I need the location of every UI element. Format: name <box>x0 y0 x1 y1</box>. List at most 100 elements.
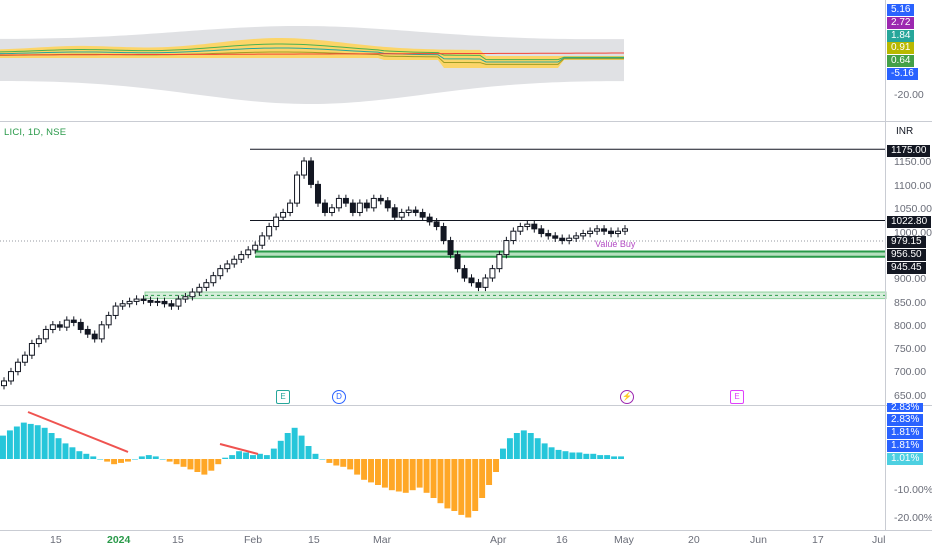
time-label: Mar <box>373 534 392 546</box>
top-tick: -20.00 <box>894 89 924 101</box>
pane-separator[interactable] <box>0 405 932 406</box>
histogram-bar <box>69 447 76 459</box>
candle-body <box>308 160 315 185</box>
indicator-line <box>0 52 625 56</box>
histogram-bar <box>458 459 465 515</box>
histogram-bar <box>534 438 541 459</box>
support-zone-2 <box>144 291 887 300</box>
osc-tick: -20.00% <box>894 512 932 524</box>
histogram-bar <box>131 459 138 460</box>
candle-body <box>168 303 175 307</box>
trend-line <box>219 443 259 455</box>
histogram-bar <box>527 433 534 459</box>
histogram-bar <box>604 455 611 459</box>
candle-body <box>63 319 70 328</box>
value-buy-annotation[interactable]: Value Buy <box>595 239 636 249</box>
histogram-bar <box>569 452 576 459</box>
histogram-bar <box>270 448 277 459</box>
candle-body <box>21 354 28 363</box>
histogram-bar <box>437 459 444 504</box>
candle-body <box>175 298 182 307</box>
split-event-icon[interactable]: ⚡ <box>620 390 634 404</box>
candle-body <box>587 230 594 235</box>
candle-body <box>1 380 7 387</box>
histogram-bar <box>83 453 90 459</box>
candle-body <box>328 207 335 213</box>
candle-body <box>335 197 342 209</box>
candle-body <box>238 254 245 260</box>
histogram-bar <box>409 459 416 491</box>
histogram-bar <box>277 440 284 459</box>
candle-body <box>419 211 426 218</box>
histogram-bar <box>388 459 395 491</box>
candle-body <box>224 263 231 270</box>
candle-body <box>91 333 98 340</box>
histogram-bar <box>416 459 423 488</box>
histogram-bar <box>298 435 305 459</box>
histogram-bar <box>243 452 249 459</box>
price-tick: 900.00 <box>894 273 927 285</box>
histogram-bar <box>76 451 83 459</box>
candle-body <box>112 305 119 316</box>
candle-body <box>105 314 112 326</box>
histogram-bar <box>250 455 256 459</box>
upcoming-earnings-icon[interactable]: E <box>730 390 744 404</box>
indicator-line <box>0 43 624 61</box>
histogram-bar <box>472 459 479 511</box>
top-badge-4: 0.64 <box>887 55 915 67</box>
price-tick: 1050.00 <box>894 203 932 215</box>
top-badge-0: 5.16 <box>887 4 915 16</box>
candle-body <box>287 202 294 213</box>
candle-body <box>70 319 77 323</box>
osc-badge-1: 2.83% <box>887 414 924 426</box>
time-label: Jun <box>750 534 767 546</box>
osc-badge-0: 2.83% <box>887 403 924 413</box>
candle-body <box>7 371 14 382</box>
histogram-bar <box>333 459 340 466</box>
candle-body <box>426 216 433 223</box>
candle-body <box>14 361 21 373</box>
candle-body <box>496 254 503 270</box>
histogram-bar <box>159 459 166 460</box>
histogram-bar <box>111 459 118 465</box>
candle-body <box>622 228 628 232</box>
time-label: Apr <box>490 534 507 546</box>
pane-separator[interactable] <box>0 121 932 122</box>
candle-body <box>601 228 608 232</box>
volatility-band <box>0 25 624 104</box>
candle-body <box>84 328 91 335</box>
osc-badge-3: 1.81% <box>887 440 924 452</box>
price-tick: 800.00 <box>894 320 927 332</box>
histogram-bar <box>284 433 291 459</box>
histogram-bar <box>0 435 6 459</box>
candle-body <box>294 174 301 204</box>
histogram-bar <box>590 453 597 459</box>
osc-badge-2: 1.81% <box>887 427 924 439</box>
candle-body <box>524 223 531 228</box>
candle-body <box>77 321 84 330</box>
histogram-bar <box>506 438 513 459</box>
histogram-bar <box>541 443 548 459</box>
candle-body <box>377 197 384 202</box>
histogram-bar <box>41 427 48 459</box>
candle-body <box>440 226 447 242</box>
histogram-bar <box>312 453 319 459</box>
histogram-bar <box>340 459 347 467</box>
histogram-bar <box>180 459 187 467</box>
dividend-event-icon[interactable]: D <box>332 390 346 404</box>
histogram-bar <box>263 455 270 459</box>
currency-label[interactable]: INR <box>896 126 914 137</box>
candle-body <box>454 254 461 270</box>
candle-body <box>252 244 259 251</box>
histogram-bar <box>55 438 62 459</box>
earnings-event-icon[interactable]: E <box>276 390 290 404</box>
candle-body <box>489 268 496 279</box>
candle-body <box>482 277 489 288</box>
symbol-title[interactable]: LICI, 1D, NSE <box>4 127 67 138</box>
candle-body <box>161 300 168 305</box>
candle-body <box>349 202 356 213</box>
candle-body <box>314 183 321 204</box>
time-label-year: 2024 <box>107 534 131 546</box>
candle-body <box>356 202 363 213</box>
